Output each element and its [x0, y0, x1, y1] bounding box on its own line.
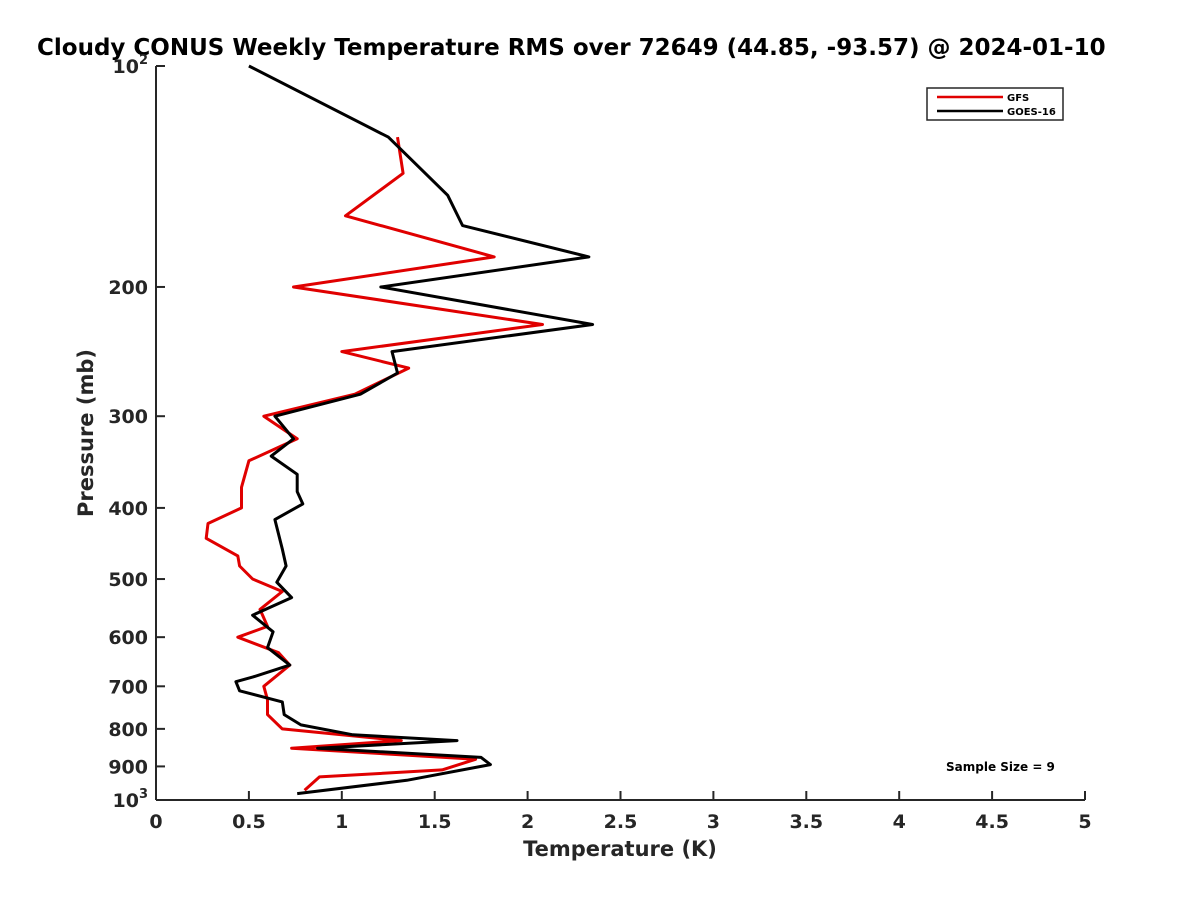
legend-label-goes16: GOES-16	[1007, 107, 1056, 118]
chart-title: Cloudy CONUS Weekly Temperature RMS over…	[37, 35, 1106, 61]
legend-box	[926, 87, 1064, 121]
x-tick-label: 5	[1078, 811, 1091, 833]
series-layer	[204, 64, 595, 796]
legend: GFS GOES-16	[926, 87, 1064, 121]
y-tick-label: 200	[108, 277, 148, 299]
y-tick-label: 600	[108, 627, 148, 649]
y-tick-label: 103	[113, 787, 149, 812]
x-tick-label: 4	[893, 811, 906, 833]
sample-size-annotation: Sample Size = 9	[946, 760, 1055, 774]
y-tick-label: 400	[108, 498, 148, 520]
x-tick-label: 1	[335, 811, 348, 833]
series-line-gfs	[204, 136, 544, 792]
plot-axes	[155, 66, 1085, 801]
y-tick-label: 500	[108, 569, 148, 591]
y-tick-label: 102	[113, 53, 149, 78]
legend-label-gfs: GFS	[1007, 93, 1029, 104]
series-line-goes-16	[234, 64, 595, 796]
x-tick-label: 1.5	[418, 811, 452, 833]
y-tick-label: 300	[108, 406, 148, 428]
x-tick-label: 3.5	[789, 811, 823, 833]
y-axis-title: Pressure (mb)	[74, 349, 98, 517]
x-tick-label: 4.5	[975, 811, 1009, 833]
y-tick-label: 900	[108, 756, 148, 778]
x-tick-label: 2.5	[604, 811, 638, 833]
y-ticks: 102 200 300 400 500 600 700 800 900 103	[108, 53, 165, 812]
x-axis-title: Temperature (K)	[523, 837, 717, 861]
x-tick-label: 2	[521, 811, 534, 833]
y-tick-label: 700	[108, 676, 148, 698]
y-tick-label: 800	[108, 719, 148, 741]
x-tick-label: 0	[149, 811, 162, 833]
x-ticks: 0 0.5 1 1.5 2 2.5 3 3.5 4 4.5 5	[149, 791, 1092, 833]
x-tick-label: 3	[707, 811, 720, 833]
x-tick-label: 0.5	[232, 811, 266, 833]
